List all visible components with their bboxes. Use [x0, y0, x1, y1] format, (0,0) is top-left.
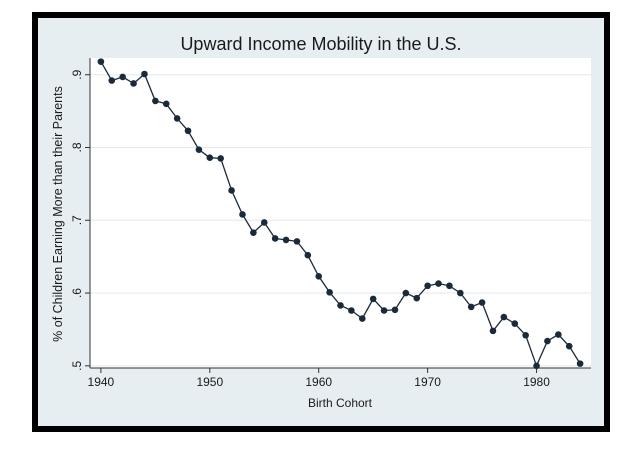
data-point [478, 299, 486, 306]
data-point [565, 342, 573, 350]
data-point [152, 97, 159, 105]
y-tick-label: .8 [70, 142, 84, 152]
data-point [271, 235, 279, 242]
chart-panel: Upward Income Mobility in the U.S. .5 .6.… [38, 18, 604, 426]
data-point [435, 280, 442, 287]
data-point [522, 331, 529, 339]
x-tick-label: 1970 [414, 375, 441, 389]
data-point [457, 289, 464, 297]
data-point [141, 70, 148, 78]
x-tick-label: 1980 [523, 375, 550, 389]
data-point [195, 146, 203, 153]
data-point [348, 307, 355, 314]
data-point [184, 127, 192, 135]
data-point [206, 154, 214, 161]
x-tick-label: 1950 [196, 375, 223, 389]
gridlines [90, 74, 591, 367]
data-point [260, 219, 268, 226]
x-axis-label: Birth Cohort [308, 396, 373, 410]
data-point [489, 327, 497, 335]
data-point [228, 187, 235, 194]
y-tick-label: .5 [70, 360, 84, 370]
data-point [369, 295, 377, 303]
data-point [337, 302, 344, 309]
data-point [293, 238, 301, 245]
data-point [533, 362, 540, 370]
data-point [162, 100, 170, 108]
plot-area [90, 58, 591, 368]
y-axis-label: % of Children Earning More than their Pa… [51, 86, 65, 342]
data-point [402, 289, 410, 297]
series-group [97, 58, 584, 370]
data-point [282, 236, 290, 244]
chart-title: Upward Income Mobility in the U.S. [180, 34, 461, 54]
data-point [555, 331, 562, 338]
data-point [576, 360, 584, 367]
data-point [119, 73, 126, 81]
y-axis-ticks: .5 .6 .7 .8 .9 [70, 69, 90, 371]
x-axis-ticks: 1940 1950 1960 1970 1980 [88, 368, 550, 389]
y-tick-label: .6 [70, 288, 84, 298]
data-point [326, 289, 333, 296]
data-point [544, 337, 551, 345]
x-tick-label: 1940 [88, 375, 115, 389]
data-point [424, 282, 431, 290]
data-point [500, 313, 508, 321]
y-tick-label: .7 [70, 215, 84, 225]
data-point [358, 315, 366, 322]
data-point [239, 211, 246, 218]
data-point [413, 294, 421, 302]
data-point [315, 273, 323, 280]
data-point [511, 320, 519, 327]
y-tick-label: .9 [70, 69, 84, 79]
line-chart: Upward Income Mobility in the U.S. .5 .6.… [51, 34, 591, 410]
data-point [217, 155, 224, 162]
data-point [446, 282, 453, 290]
data-point [250, 229, 257, 236]
data-point [391, 306, 399, 314]
data-point [173, 115, 181, 122]
data-point [467, 303, 475, 311]
data-point [130, 80, 137, 87]
data-point [108, 77, 116, 84]
data-point [97, 58, 105, 65]
data-point [380, 307, 388, 314]
x-tick-label: 1960 [305, 375, 332, 389]
data-point [304, 251, 312, 259]
